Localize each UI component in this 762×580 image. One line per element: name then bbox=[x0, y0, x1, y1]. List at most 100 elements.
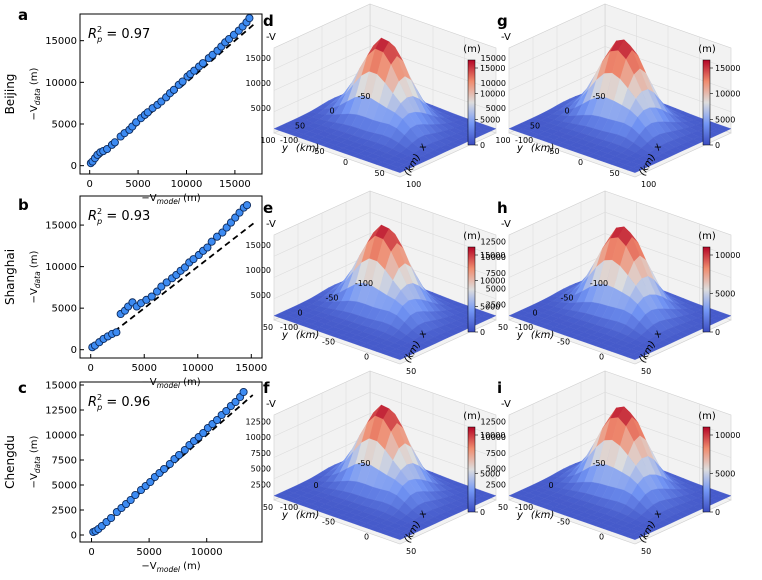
z-tick-label: 7500 bbox=[486, 269, 506, 278]
y-tick-label: -50 bbox=[592, 92, 605, 101]
z-tick-label: 15000 bbox=[246, 241, 271, 250]
data-point bbox=[175, 450, 184, 460]
x-tick-label: 0 bbox=[88, 547, 94, 558]
z-tick-label: 7500 bbox=[486, 449, 506, 458]
x-tick-label: 10000 bbox=[182, 363, 214, 374]
x-tick-label: -50 bbox=[322, 518, 335, 527]
data-point bbox=[126, 495, 135, 505]
panel-letter: e bbox=[263, 199, 273, 217]
y-tick-label: 50 bbox=[530, 121, 540, 130]
x-tick-label: -50 bbox=[322, 338, 335, 347]
y-tick-label: 50 bbox=[498, 323, 508, 332]
colorbar-unit: (m) bbox=[463, 411, 481, 422]
y-tick-label: 10000 bbox=[45, 262, 77, 273]
y-axis-label: −Vdata (m) bbox=[29, 67, 42, 120]
x-tick-label: 50 bbox=[610, 169, 620, 178]
y-tick-label: -50 bbox=[357, 459, 370, 468]
data-point bbox=[212, 232, 222, 241]
pane-grid-line bbox=[508, 413, 732, 458]
colorbar bbox=[467, 426, 476, 513]
data-point bbox=[213, 415, 222, 425]
y-tick-label: -100 bbox=[590, 279, 608, 288]
x-tick-label: -100 bbox=[515, 503, 533, 512]
surface-facet bbox=[626, 167, 642, 173]
colorbar-tick-label: 10000 bbox=[480, 277, 505, 286]
x-tick-label: 50 bbox=[641, 547, 651, 556]
data-point bbox=[157, 282, 166, 291]
x-tick-label: 5000 bbox=[132, 363, 157, 374]
x-tick-label: 50 bbox=[406, 547, 416, 556]
panel-letter: d bbox=[263, 12, 274, 30]
surface-facet bbox=[626, 354, 642, 360]
pane-grid-line bbox=[508, 211, 732, 257]
data-point bbox=[131, 490, 140, 500]
data-point bbox=[203, 243, 212, 252]
colorbar-tick-label: 15000 bbox=[715, 64, 740, 73]
city-label: Chengdu bbox=[3, 435, 17, 489]
z-tick-label: 10000 bbox=[246, 79, 271, 88]
data-point bbox=[162, 278, 171, 287]
data-point bbox=[222, 406, 231, 416]
x-tick-label: 0 bbox=[364, 532, 369, 541]
pane-grid-line bbox=[508, 391, 732, 437]
surface-facet bbox=[391, 534, 407, 540]
data-point bbox=[178, 77, 187, 86]
panel-letter: c bbox=[18, 379, 27, 397]
x-tick-label: 10000 bbox=[191, 547, 223, 558]
data-point bbox=[169, 85, 178, 94]
y-tick-label: -50 bbox=[325, 294, 338, 303]
y-tick-label: 50 bbox=[498, 503, 508, 512]
y-tick-label: 5000 bbox=[52, 481, 77, 492]
y-tick-label: 10000 bbox=[45, 431, 77, 442]
z-tick-label: 10000 bbox=[481, 253, 506, 262]
y-tick-label: 0 bbox=[71, 161, 77, 172]
reference-line bbox=[90, 220, 258, 351]
colorbar-tick-label: 5000 bbox=[715, 470, 735, 479]
z-tick-label: 10000 bbox=[481, 79, 506, 88]
y-tick-label: 100 bbox=[260, 136, 275, 145]
data-point bbox=[110, 138, 119, 147]
pane-grid-line bbox=[273, 24, 497, 70]
data-point bbox=[198, 59, 207, 68]
panel-letter: g bbox=[497, 12, 508, 30]
z-tick-label: 5000 bbox=[251, 291, 271, 300]
y-tick-label: 15000 bbox=[45, 221, 77, 232]
z-axis-label: -V bbox=[501, 399, 511, 410]
z-tick-label: 5000 bbox=[486, 465, 506, 474]
reference-line bbox=[89, 23, 255, 167]
x-tick-label: 50 bbox=[375, 169, 385, 178]
colorbar-tick-label: 10000 bbox=[715, 431, 740, 440]
panel-letter: f bbox=[263, 379, 270, 397]
x-tick-label: -100 bbox=[515, 323, 533, 332]
surface-panel-f: fdata-V2500500075001000012500-50050-100-… bbox=[246, 370, 505, 556]
data-point bbox=[207, 237, 216, 246]
y-tick-label: 0 bbox=[313, 481, 318, 490]
colorbar bbox=[467, 246, 476, 333]
city-label: Beijing bbox=[3, 74, 17, 115]
y-axis-title: y (km) bbox=[516, 330, 554, 341]
colorbar-tick-label: 5000 bbox=[480, 115, 500, 124]
y-tick-label: 100 bbox=[495, 136, 510, 145]
surface-panel-d: ddata-V50001000015000-50050100-100-50050… bbox=[246, 3, 505, 189]
y-tick-label: -50 bbox=[592, 459, 605, 468]
data-point bbox=[147, 292, 156, 301]
z-tick-label: 5000 bbox=[251, 104, 271, 113]
data-point bbox=[242, 201, 252, 210]
y-tick-label: 0 bbox=[564, 107, 569, 116]
x-tick-label: 100 bbox=[406, 180, 421, 189]
plot-frame bbox=[79, 381, 263, 543]
z-tick-label: 7500 bbox=[251, 449, 271, 458]
colorbar bbox=[702, 426, 711, 513]
scatter-panel-c: c Chengdu −Vdata (m) 0 5000 10000 0 2500 5000 750… bbox=[3, 379, 263, 574]
colorbar bbox=[467, 59, 476, 146]
pane-grid-line bbox=[273, 413, 497, 458]
colorbar-tick-label: 15000 bbox=[480, 251, 505, 260]
x-tick-label: -100 bbox=[515, 136, 533, 145]
z-tick-label: 2500 bbox=[251, 480, 271, 489]
x-tick-label: 0 bbox=[364, 352, 369, 361]
x-tick-label: 0 bbox=[578, 158, 583, 167]
colorbar-tick-label: 0 bbox=[480, 141, 485, 150]
plot-frame bbox=[79, 13, 263, 175]
y-axis-title: y (km) bbox=[281, 143, 319, 154]
y-tick-label: -50 bbox=[560, 294, 573, 303]
